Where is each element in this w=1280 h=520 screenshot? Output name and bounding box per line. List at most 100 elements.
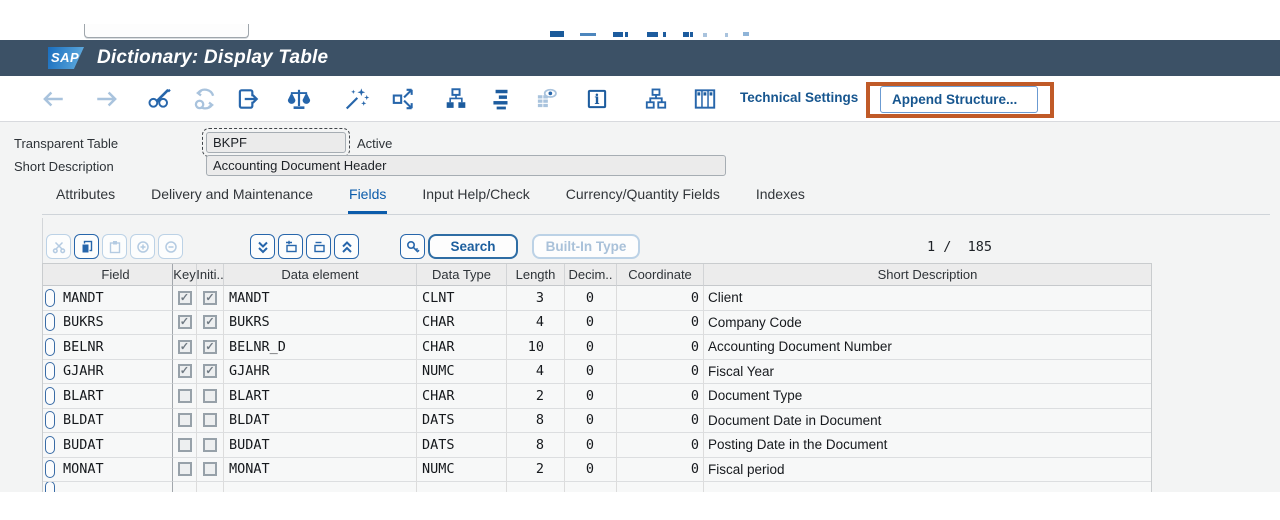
table-columns-icon[interactable] — [692, 86, 718, 112]
cell-short-description[interactable]: Document Type — [703, 384, 1151, 409]
header-field[interactable]: Field — [59, 264, 172, 286]
initial-checkbox[interactable] — [203, 290, 217, 305]
built-in-type-button[interactable]: Built-In Type — [532, 234, 640, 259]
info-icon[interactable]: i — [584, 86, 610, 112]
cell-decimals[interactable]: 0 — [564, 384, 616, 409]
search-button[interactable]: Search — [428, 234, 518, 259]
initial-checkbox[interactable] — [203, 413, 217, 428]
cell-length[interactable]: 8 — [506, 408, 564, 433]
insert-line-icon[interactable] — [278, 234, 303, 259]
cell-data-type[interactable]: CHAR — [416, 335, 506, 360]
cell-decimals[interactable]: 0 — [564, 457, 616, 482]
cell-data-element[interactable]: MONAT — [223, 457, 416, 482]
key-checkbox[interactable] — [177, 364, 192, 379]
tab-input-help-check[interactable]: Input Help/Check — [422, 186, 530, 202]
header-coordinate[interactable]: Coordinate — [616, 264, 703, 286]
cell-length[interactable]: 2 — [506, 384, 564, 409]
key-checkbox[interactable] — [177, 388, 192, 403]
cell-field[interactable]: BLART — [59, 384, 172, 409]
tab-delivery-and-maintenance[interactable]: Delivery and Maintenance — [151, 186, 314, 202]
cell-decimals[interactable]: 0 — [564, 359, 616, 384]
cell-length[interactable]: 3 — [506, 286, 564, 311]
back-arrow-icon[interactable] — [40, 86, 66, 112]
key-checkbox[interactable] — [177, 462, 192, 477]
row-selector[interactable] — [45, 288, 55, 307]
cell-length[interactable]: 4 — [506, 359, 564, 384]
delete-row-icon[interactable] — [158, 234, 183, 259]
row-selector[interactable] — [45, 313, 55, 332]
header-data-element[interactable]: Data element — [223, 264, 416, 286]
cell-field[interactable]: BUDAT — [59, 433, 172, 458]
display-change-icon[interactable] — [146, 86, 172, 112]
cell-field[interactable]: MANDT — [59, 286, 172, 311]
cell-data-element[interactable]: BLDAT — [223, 408, 416, 433]
key-checkbox[interactable] — [177, 413, 192, 428]
initial-checkbox[interactable] — [203, 315, 217, 330]
header-initial[interactable]: Initi.. — [196, 264, 223, 286]
tab-currency-quantity-fields[interactable]: Currency/Quantity Fields — [565, 186, 720, 202]
key-checkbox[interactable] — [177, 339, 192, 354]
header-key[interactable]: Key — [172, 264, 196, 286]
row-selector[interactable] — [45, 482, 55, 492]
cell-data-element[interactable]: MANDT — [223, 286, 416, 311]
header-selector[interactable] — [43, 264, 59, 286]
row-selector[interactable] — [45, 362, 55, 381]
cell-coordinate[interactable]: 0 — [616, 335, 703, 360]
row-selector[interactable] — [45, 435, 55, 454]
cell-data-type[interactable]: CHAR — [416, 310, 506, 335]
cell-short-description[interactable]: Company Code — [703, 310, 1151, 335]
header-decimals[interactable]: Decim.. — [564, 264, 616, 286]
cell-decimals[interactable]: 0 — [564, 286, 616, 311]
cell-data-type[interactable]: DATS — [416, 408, 506, 433]
cell-data-element[interactable]: GJAHR — [223, 359, 416, 384]
cell-field[interactable]: GJAHR — [59, 360, 172, 384]
key-checkbox[interactable] — [177, 290, 192, 305]
consistency-check-scales-icon[interactable] — [286, 86, 312, 112]
row-selector[interactable] — [45, 386, 55, 405]
cell-length[interactable]: 4 — [506, 310, 564, 335]
cell-field[interactable]: MONAT — [59, 458, 172, 482]
cell-decimals[interactable]: 0 — [564, 335, 616, 360]
cell-data-type[interactable]: DATS — [416, 433, 506, 458]
collapse-all-icon[interactable] — [334, 234, 359, 259]
activate-wand-icon[interactable] — [344, 86, 370, 112]
technical-settings-button[interactable]: Technical Settings — [740, 90, 859, 105]
header-short-description[interactable]: Short Description — [703, 264, 1151, 286]
cut-icon[interactable] — [46, 234, 71, 259]
cell-field[interactable]: BELNR — [59, 335, 172, 360]
initial-checkbox[interactable] — [203, 339, 217, 354]
short-description-input[interactable]: Accounting Document Header — [206, 155, 726, 176]
cell-coordinate[interactable]: 0 — [616, 384, 703, 409]
cell-decimals[interactable]: 0 — [564, 433, 616, 458]
key-checkbox[interactable] — [177, 437, 192, 452]
cell-length[interactable]: 8 — [506, 433, 564, 458]
cell-field[interactable]: BLDAT — [59, 409, 172, 433]
display-object-list-eye-icon[interactable] — [533, 86, 559, 112]
hierarchy-icon[interactable] — [443, 86, 469, 112]
initial-checkbox[interactable] — [203, 462, 217, 477]
row-selector[interactable] — [45, 337, 55, 356]
cell-length[interactable]: 2 — [506, 457, 564, 482]
cell-data-type[interactable]: CHAR — [416, 384, 506, 409]
table-name-input[interactable]: BKPF — [202, 128, 350, 157]
tab-attributes[interactable]: Attributes — [56, 186, 116, 202]
cell-short-description[interactable]: Fiscal period — [703, 457, 1151, 482]
resize-icon[interactable] — [390, 86, 416, 112]
cell-short-description[interactable]: Accounting Document Number — [703, 335, 1151, 360]
cell-data-element[interactable]: BELNR_D — [223, 335, 416, 360]
cell-decimals[interactable]: 0 — [564, 408, 616, 433]
cell-short-description[interactable]: Document Date in Document — [703, 408, 1151, 433]
sort-levels-icon[interactable] — [488, 86, 514, 112]
cell-length[interactable]: 10 — [506, 335, 564, 360]
cell-coordinate[interactable]: 0 — [616, 408, 703, 433]
cell-data-element[interactable]: BUDAT — [223, 433, 416, 458]
cell-coordinate[interactable]: 0 — [616, 359, 703, 384]
row-selector[interactable] — [45, 460, 55, 479]
paste-icon[interactable] — [102, 234, 127, 259]
cell-data-element[interactable]: BUKRS — [223, 310, 416, 335]
initial-checkbox[interactable] — [203, 364, 217, 379]
append-structure-button[interactable]: Append Structure... — [880, 86, 1038, 113]
insert-row-icon[interactable] — [130, 234, 155, 259]
cell-short-description[interactable]: Fiscal Year — [703, 359, 1151, 384]
initial-checkbox[interactable] — [203, 388, 217, 403]
